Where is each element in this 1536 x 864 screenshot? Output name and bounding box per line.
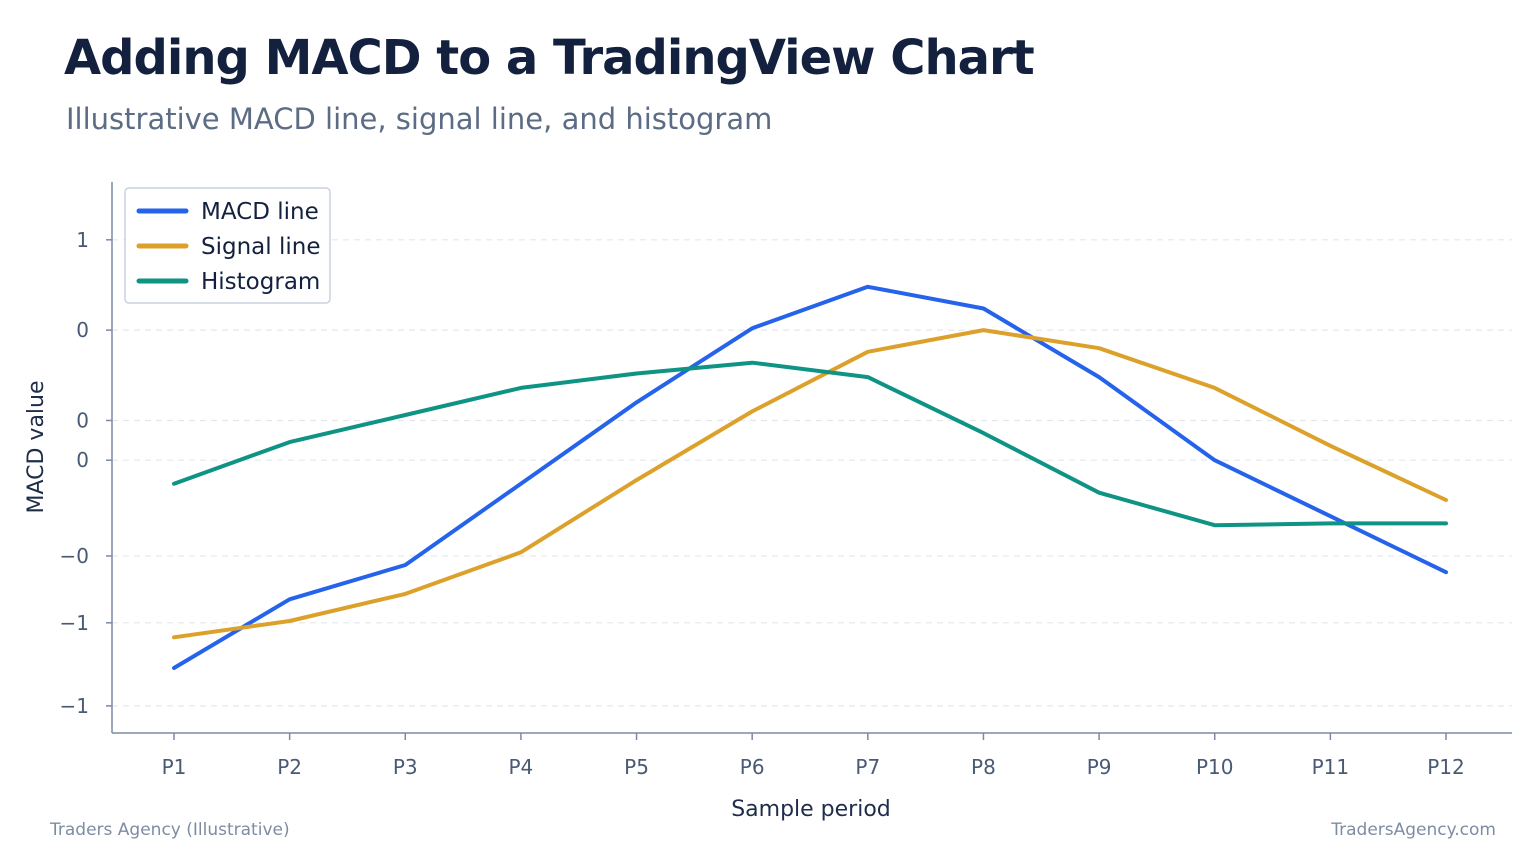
- y-tick-label: −1: [60, 611, 89, 635]
- x-axis-title: Sample period: [731, 797, 891, 822]
- y-tick-label: 0: [76, 408, 89, 432]
- y-tick-label: 0: [76, 318, 89, 342]
- x-tick-label: P10: [1196, 755, 1234, 779]
- x-tick-labels: P1 P2 P3 P4 P5 P6 P7 P8 P9 P10 P11 P12: [162, 755, 1465, 779]
- series-line-signal-line: [172, 328, 1448, 640]
- x-tick-label: P8: [971, 755, 996, 779]
- axes: [106, 182, 1512, 740]
- x-tick-label: P7: [855, 755, 880, 779]
- chart-title: Adding MACD to a TradingView Chart: [64, 30, 1035, 86]
- x-tick-label: P6: [740, 755, 765, 779]
- x-tick-label: P9: [1087, 755, 1112, 779]
- chart-subtitle: Illustrative MACD line, signal line, and…: [66, 102, 773, 136]
- legend: MACD line Signal line Histogram: [124, 187, 331, 304]
- y-axis-title: MACD value: [24, 380, 49, 513]
- y-tick-label: −0: [60, 544, 89, 568]
- x-tick-label: P5: [624, 755, 649, 779]
- grid-lines: [112, 239, 1512, 707]
- legend-label: Signal line: [201, 234, 320, 260]
- series-line-macd-line: [172, 284, 1448, 670]
- legend-label: MACD line: [201, 199, 319, 225]
- footer-source: Traders Agency (Illustrative): [50, 820, 290, 840]
- x-tick-label: P3: [393, 755, 418, 779]
- footer-site: TradersAgency.com: [1331, 820, 1496, 840]
- legend-box: [124, 187, 331, 304]
- y-tick-labels: 1 0 0 0 −0 −1 −1: [60, 228, 89, 718]
- series-line-histogram: [172, 360, 1448, 528]
- x-tick-label: P2: [277, 755, 302, 779]
- series-lines: [172, 284, 1448, 670]
- x-tick-label: P4: [509, 755, 534, 779]
- y-tick-label: −1: [60, 694, 89, 718]
- x-tick-label: P12: [1427, 755, 1465, 779]
- y-tick-label: 0: [76, 448, 89, 472]
- x-tick-label: P1: [162, 755, 187, 779]
- x-tick-label: P11: [1312, 755, 1350, 779]
- y-tick-label: 1: [76, 228, 89, 252]
- legend-label: Histogram: [201, 269, 320, 295]
